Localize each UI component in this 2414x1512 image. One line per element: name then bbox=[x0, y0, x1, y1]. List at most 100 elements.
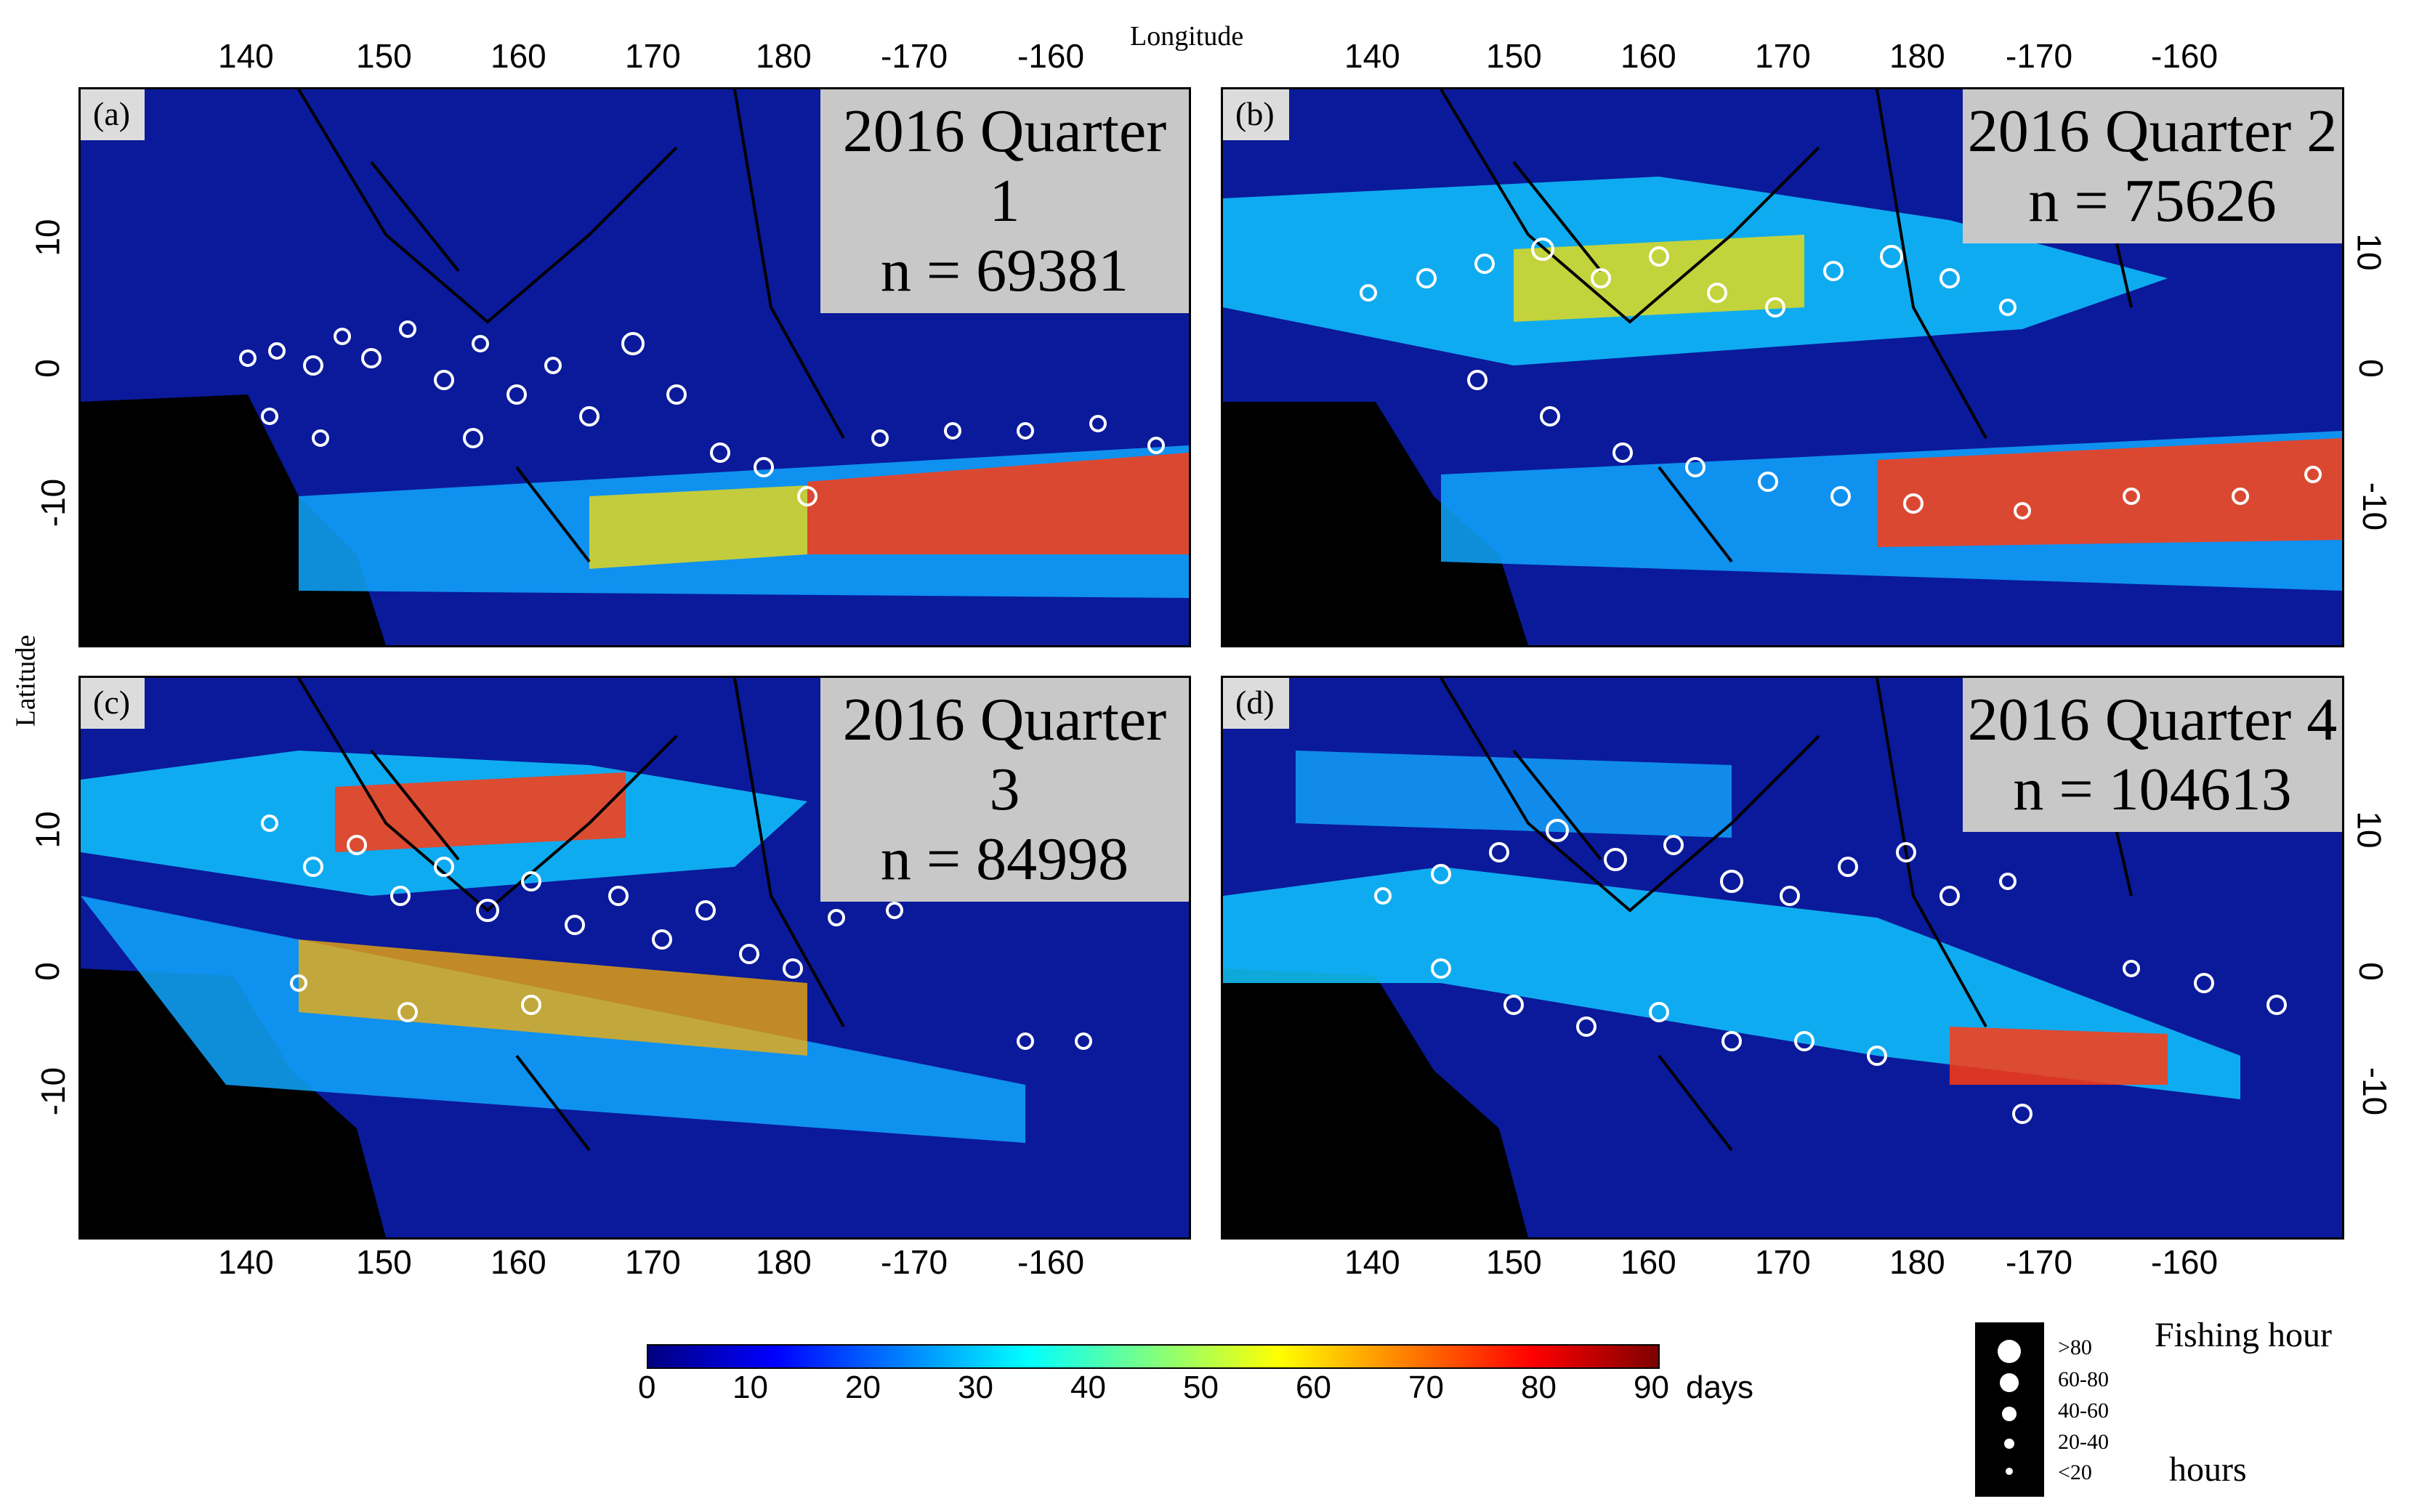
lon-tick-bottom-c-5: 180 bbox=[756, 1243, 812, 1281]
heat-core bbox=[807, 453, 1189, 554]
lon-tick-bottom-d-6: -170 bbox=[2006, 1243, 2073, 1281]
lat-tick-left-c-1: 10 bbox=[28, 811, 67, 849]
sample-count-d: n = 104613 bbox=[2013, 756, 2292, 823]
colorbar-tick-50: 50 bbox=[1183, 1370, 1219, 1405]
legend-marker-20-40 bbox=[2004, 1439, 2014, 1449]
colorbar-tick-30: 30 bbox=[958, 1370, 993, 1405]
quarter-title-d: 2016 Quarter 4 bbox=[1967, 686, 2338, 753]
heat-core bbox=[1877, 438, 2342, 547]
lon-tick-top-a-4: 170 bbox=[625, 37, 681, 75]
lat-tick-right-b-1: 10 bbox=[2350, 233, 2389, 271]
heat-mid bbox=[299, 939, 807, 1056]
lon-tick-bottom-c-1: 140 bbox=[218, 1243, 274, 1281]
colorbar-tick-20: 20 bbox=[845, 1370, 881, 1405]
x-axis-title: Longitude bbox=[1130, 21, 1244, 52]
colorbar-tick-90: 90 bbox=[1634, 1370, 1669, 1405]
lon-tick-top-b-1: 140 bbox=[1344, 37, 1400, 75]
lat-tick-left-c-2: 0 bbox=[28, 962, 66, 981]
lat-tick-right-b-3: -10 bbox=[2356, 482, 2394, 531]
quarter-title-b: 2016 Quarter 2 bbox=[1967, 97, 2338, 165]
lat-tick-left-a-1: 10 bbox=[28, 219, 67, 256]
lat-tick-left-c-3: -10 bbox=[34, 1067, 73, 1116]
colorbar-tick-80: 80 bbox=[1521, 1370, 1557, 1405]
lon-tick-top-b-7: -160 bbox=[2151, 37, 2219, 75]
colorbar-tick-60: 60 bbox=[1296, 1370, 1331, 1405]
panel-tag-c: (c) bbox=[81, 678, 145, 729]
legend-marker-60-80 bbox=[2000, 1373, 2019, 1392]
lat-tick-right-d-3: -10 bbox=[2356, 1067, 2394, 1116]
sample-count-b: n = 75626 bbox=[2028, 167, 2277, 235]
panel-label-d: 2016 Quarter 4 n = 104613 bbox=[1963, 678, 2342, 832]
legend-marker-lt20 bbox=[2006, 1468, 2013, 1475]
fishing-markers bbox=[1360, 238, 2322, 520]
lon-tick-top-a-3: 160 bbox=[491, 37, 546, 75]
lon-tick-top-b-2: 150 bbox=[1486, 37, 1542, 75]
colorbar bbox=[647, 1344, 1660, 1369]
legend-unit: hours bbox=[2169, 1450, 2247, 1489]
land-mass bbox=[81, 969, 386, 1237]
lon-tick-top-a-5: 180 bbox=[756, 37, 812, 75]
heat-mid bbox=[589, 485, 807, 569]
lon-tick-bottom-c-4: 170 bbox=[625, 1243, 681, 1281]
colorbar-tick-70: 70 bbox=[1408, 1370, 1444, 1405]
legend-label-40-60: 40-60 bbox=[2058, 1399, 2109, 1423]
lon-tick-bottom-c-6: -170 bbox=[881, 1243, 948, 1281]
sample-count-a: n = 69381 bbox=[880, 237, 1129, 304]
colorbar-unit: days bbox=[1686, 1370, 1753, 1405]
colorbar-tick-10: 10 bbox=[732, 1370, 768, 1405]
fishing-hour-legend bbox=[1975, 1322, 2044, 1497]
lon-tick-bottom-c-7: -160 bbox=[1017, 1243, 1085, 1281]
lon-tick-bottom-c-3: 160 bbox=[491, 1243, 546, 1281]
lon-tick-bottom-d-4: 170 bbox=[1755, 1243, 1811, 1281]
lat-tick-right-d-2: 0 bbox=[2352, 962, 2390, 981]
lat-tick-left-a-2: 0 bbox=[28, 359, 66, 378]
y-axis-title: Latitude bbox=[10, 634, 41, 727]
legend-label-lt20: <20 bbox=[2058, 1460, 2092, 1484]
lon-tick-bottom-d-1: 140 bbox=[1344, 1243, 1400, 1281]
panel-tag-d: (d) bbox=[1223, 678, 1289, 729]
map-panel-d: (d) 2016 Quarter 4 n = 104613 bbox=[1221, 676, 2344, 1240]
lon-tick-bottom-d-5: 180 bbox=[1889, 1243, 1945, 1281]
legend-label-20-40: 20-40 bbox=[2058, 1430, 2109, 1454]
panel-label-c: 2016 Quarter 3 n = 84998 bbox=[820, 678, 1189, 902]
lon-tick-top-b-4: 170 bbox=[1755, 37, 1811, 75]
legend-label-60-80: 60-80 bbox=[2058, 1367, 2109, 1391]
map-panel-b: (b) 2016 Quarter 2 n = 75626 bbox=[1221, 87, 2344, 647]
map-panel-a: (a) 2016 Quarter 1 n = 69381 bbox=[78, 87, 1191, 647]
panel-label-b: 2016 Quarter 2 n = 75626 bbox=[1963, 89, 2342, 243]
lat-tick-right-b-2: 0 bbox=[2352, 359, 2390, 378]
map-panel-c: (c) 2016 Quarter 3 n = 84998 bbox=[78, 676, 1191, 1240]
lat-tick-left-a-3: -10 bbox=[34, 478, 73, 527]
lon-tick-top-a-1: 140 bbox=[218, 37, 274, 75]
legend-title: Fishing hour bbox=[2155, 1316, 2333, 1354]
heat-band-north bbox=[1296, 751, 1732, 838]
colorbar-tick-40: 40 bbox=[1070, 1370, 1106, 1405]
lon-tick-bottom-d-3: 160 bbox=[1620, 1243, 1676, 1281]
lat-tick-right-d-1: 10 bbox=[2350, 811, 2389, 849]
land-mass bbox=[1223, 402, 1528, 645]
heat-mid bbox=[1514, 235, 1804, 322]
quarter-title-a: 2016 Quarter 1 bbox=[842, 97, 1167, 235]
heat-core-north bbox=[335, 772, 626, 852]
legend-marker-40-60 bbox=[2002, 1407, 2017, 1421]
lon-tick-bottom-d-7: -160 bbox=[2151, 1243, 2219, 1281]
land-mass bbox=[1223, 969, 1528, 1237]
quarter-title-c: 2016 Quarter 3 bbox=[842, 686, 1167, 823]
fishing-markers bbox=[239, 320, 1165, 506]
sample-count-c: n = 84998 bbox=[880, 825, 1129, 893]
lon-tick-top-b-5: 180 bbox=[1889, 37, 1945, 75]
panel-tag-b: (b) bbox=[1223, 89, 1289, 140]
legend-label-gt80: >80 bbox=[2058, 1335, 2092, 1359]
lon-tick-top-a-6: -170 bbox=[881, 37, 948, 75]
lon-tick-bottom-d-2: 150 bbox=[1486, 1243, 1542, 1281]
panel-tag-a: (a) bbox=[81, 89, 145, 140]
legend-marker-gt80 bbox=[1998, 1340, 2021, 1363]
fishing-markers bbox=[261, 814, 1092, 1050]
lon-tick-top-b-6: -170 bbox=[2006, 37, 2073, 75]
lon-tick-top-a-2: 150 bbox=[356, 37, 412, 75]
lon-tick-top-a-7: -160 bbox=[1017, 37, 1085, 75]
panel-label-a: 2016 Quarter 1 n = 69381 bbox=[820, 89, 1189, 313]
lon-tick-bottom-c-2: 150 bbox=[356, 1243, 412, 1281]
lon-tick-top-b-3: 160 bbox=[1620, 37, 1676, 75]
colorbar-tick-0: 0 bbox=[638, 1370, 656, 1405]
